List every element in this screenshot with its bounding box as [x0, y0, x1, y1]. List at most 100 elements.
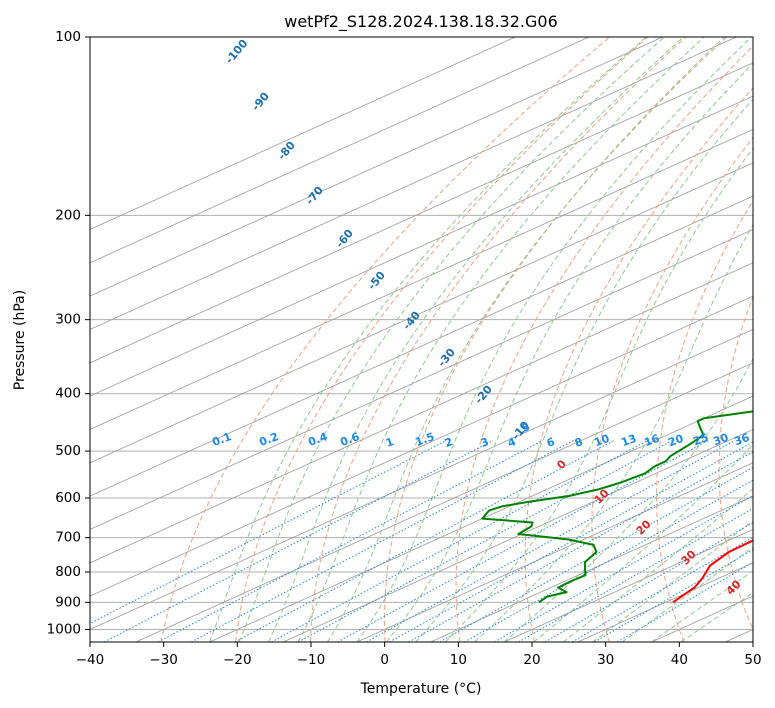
dry-adiabat: [235, 37, 649, 642]
mixing-ratio-line: [366, 440, 735, 642]
mixing-ratio-label: 16: [642, 432, 661, 450]
isotherm-line: [90, 129, 753, 430]
x-tick-label: 40: [671, 652, 688, 668]
mixing-ratio-line: [464, 479, 753, 642]
mixing-ratio-label: 3: [479, 435, 491, 450]
mixing-ratio-line: [594, 549, 753, 642]
mixing-ratio-label: 6: [545, 435, 557, 450]
x-tick-label: 10: [450, 652, 467, 668]
mixing-ratio-label: 13: [619, 432, 638, 449]
moist-adiabat: [327, 37, 727, 642]
mixing-ratio-label: 0.6: [338, 430, 361, 449]
moist-adiabat: [209, 37, 647, 642]
dry-adiabat: [455, 45, 753, 642]
moist-adiabat: [386, 62, 753, 642]
moist-adiabat: [533, 443, 753, 642]
moist-adiabat: [562, 488, 753, 642]
mixing-ratio-label: 25: [691, 431, 710, 448]
isotherm-line: [90, 329, 753, 630]
y-tick-label: 500: [55, 443, 81, 459]
isotherm-line: [90, 195, 753, 497]
isotherm-line: [90, 295, 753, 597]
dry-adiabat: [310, 37, 687, 642]
mixing-ratio-label: 0.2: [257, 430, 280, 449]
y-tick-label: 300: [55, 312, 81, 328]
dry-adiabat: [524, 87, 753, 642]
mixing-ratio-label: 0.1: [210, 430, 233, 449]
x-tick-label: 0: [380, 652, 389, 668]
y-tick-label: 800: [55, 564, 81, 580]
moist-adiabat: [651, 570, 753, 642]
mixing-ratio-label: 1: [384, 435, 396, 450]
mixing-ratio-line: [157, 440, 543, 642]
isotherm-line: [90, 37, 590, 264]
mixing-ratio-label: 10: [592, 432, 611, 450]
dry-adiabat: [160, 37, 610, 642]
mixing-ratio-label: 5: [520, 420, 532, 435]
x-tick-label: −10: [297, 652, 326, 668]
mixing-ratio-line: [90, 440, 447, 624]
x-tick-label: 20: [523, 652, 540, 668]
mixing-ratio-line: [408, 451, 753, 642]
dry-adiabat: [718, 295, 753, 631]
isotherm-line: [90, 37, 663, 297]
dry-adiabat: [655, 199, 753, 642]
moist-adiabat: [415, 98, 753, 642]
isotherm-line: [90, 62, 753, 364]
moist-adiabat: [444, 147, 753, 642]
y-tick-label: 200: [55, 207, 81, 223]
isotherm-line: [283, 429, 753, 642]
mixing-ratio-line: [271, 440, 648, 642]
x-axis-label: Temperature (°C): [360, 681, 482, 697]
chart-title: wetPf2_S128.2024.138.18.32.G06: [284, 12, 558, 32]
mixing-ratio-label: 20: [666, 432, 685, 450]
mixing-ratio-line: [104, 440, 494, 642]
plot-frame: [89, 36, 754, 643]
mixing-ratio-label: 4: [506, 435, 518, 450]
y-tick-label: 600: [55, 490, 81, 506]
dry-adiabats: [160, 37, 753, 642]
moist-adiabat: [356, 37, 752, 642]
y-tick-label: 400: [55, 386, 81, 402]
y-axis-label: Pressure (hPa): [12, 290, 28, 390]
mixing-ratio-label: 2: [443, 435, 455, 450]
moist-adiabat: [297, 37, 705, 642]
mixing-ratio-line: [389, 441, 753, 642]
x-tick-label: −40: [76, 652, 105, 668]
mixing-ratio-label: 1.5: [413, 430, 436, 449]
x-tick-label: −30: [149, 652, 178, 668]
moist-adiabat: [680, 591, 753, 642]
isotherm-line: [90, 37, 737, 330]
y-tick-label: 700: [55, 530, 81, 546]
x-tick-label: 30: [597, 652, 614, 668]
mixing-ratio-line: [494, 495, 753, 642]
isotherm-line: [90, 229, 753, 530]
sounding-profiles: [481, 410, 753, 604]
dry-adiabat: [591, 136, 753, 642]
grid-lines: [90, 37, 753, 630]
mixing-ratio-label: 36: [732, 431, 751, 449]
isotherm-line: [209, 395, 753, 642]
y-tick-label: 1000: [47, 621, 81, 637]
x-tick-label: 50: [744, 652, 761, 668]
x-tick-label: −20: [223, 652, 252, 668]
mixing-ratio-label: 30: [711, 431, 730, 449]
isotherm-line: [90, 95, 753, 397]
y-tick-label: 100: [55, 29, 81, 45]
isotherm-line: [90, 262, 753, 564]
plot-area: -100-90-80-70-60-50-40-30-20-10010203040…: [90, 37, 753, 642]
dry-adiabat: [383, 37, 725, 642]
mixing-ratio-line: [298, 440, 673, 642]
mixing-ratio-line: [439, 466, 753, 642]
mixing-ratio-lines: [90, 440, 753, 642]
moist-adiabat: [474, 223, 753, 642]
isotherm-line: [90, 37, 516, 230]
mixing-ratio-line: [518, 507, 753, 642]
moist-adiabat: [238, 37, 665, 642]
dewpoint-profile: [481, 410, 753, 604]
mixing-ratio-line: [234, 440, 615, 642]
isotherm-line: [90, 162, 753, 464]
moist-adiabats: [209, 37, 753, 642]
